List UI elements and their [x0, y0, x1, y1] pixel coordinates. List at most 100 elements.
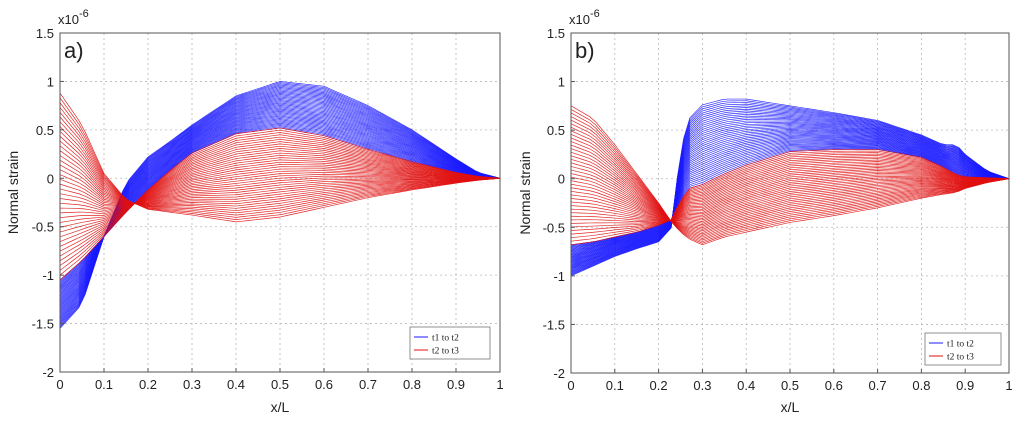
strain-curve: [570, 123, 1010, 238]
strain-curve: [570, 141, 1010, 252]
strain-curve: [570, 148, 1010, 246]
y-tick-label: 1: [558, 75, 565, 90]
y-tick-label: -1: [42, 268, 54, 283]
strain-curve: [59, 100, 501, 309]
y-tick-label: 1: [47, 74, 54, 89]
strain-curve: [59, 94, 501, 315]
strain-curve: [570, 159, 1010, 222]
strain-curve: [59, 106, 501, 303]
strain-curve: [59, 108, 501, 301]
strain-curve: [570, 119, 1010, 239]
strain-curve: [570, 141, 1010, 230]
x-axis-label: x/L: [781, 399, 800, 415]
strain-curve: [570, 158, 1010, 224]
strain-curve: [59, 84, 501, 325]
strain-curve: [570, 168, 1010, 221]
y-tick-label: -1.5: [543, 317, 565, 332]
strain-curve: [570, 173, 1010, 221]
x-tick-label: 1: [1005, 378, 1012, 393]
legend-box: [409, 326, 491, 360]
strain-curve: [59, 107, 501, 302]
strain-curve: [570, 126, 1010, 236]
strain-curve: [570, 113, 1010, 270]
strain-curve: [59, 95, 501, 314]
x-axis-label: x/L: [271, 399, 290, 415]
series-t2-to-t3-curves: [570, 105, 1010, 246]
x-tick-label: 0.3: [183, 377, 201, 392]
strain-curve: [570, 152, 1010, 238]
y-tick-label: -1: [553, 269, 565, 284]
strain-curve: [59, 120, 501, 288]
y-tick-label: 0: [558, 172, 565, 187]
strain-curve: [570, 171, 1010, 221]
x-tick-label: 0.1: [606, 378, 624, 393]
strain-curve: [59, 116, 501, 292]
y-tick-label: 1.5: [36, 26, 54, 41]
y-axis-label: Normal strain: [517, 151, 533, 234]
strain-curve: [59, 102, 501, 307]
strain-curve: [59, 97, 501, 312]
series-t2-to-t3-curves: [59, 92, 501, 281]
strain-curve: [570, 134, 1010, 233]
strain-curve: [570, 155, 1010, 224]
x-tick-label: 0.4: [737, 378, 755, 393]
strain-curve: [570, 130, 1010, 260]
strain-curve: [570, 108, 1010, 272]
strain-curve: [570, 107, 1010, 273]
strain-curve: [59, 82, 501, 328]
strain-curve: [570, 144, 1010, 229]
x-tick-label: 0.5: [271, 377, 289, 392]
y-exponent-base: x10: [58, 12, 79, 27]
strain-curve: [59, 112, 501, 297]
strain-curve: [570, 125, 1010, 263]
y-tick-label: 0: [47, 171, 54, 186]
strain-curve: [59, 91, 501, 318]
y-tick-label: 0.5: [36, 123, 54, 138]
strain-curve: [570, 112, 1010, 270]
strain-curve: [570, 149, 1010, 246]
panel-b-strain-chart: 0 0.1 0.2 0.3 0.4 0.5 0.6 0.7 0.8 0.9 1 1.5 1 0.5 0 -0.…: [517, 8, 1013, 415]
x-tick-label: 1: [496, 377, 503, 392]
strain-curve: [59, 92, 501, 223]
strain-curve: [59, 96, 501, 313]
x-tick-label: 0.7: [359, 377, 377, 392]
strain-curve: [570, 150, 1010, 242]
strain-curve: [570, 135, 1010, 256]
strain-curve: [570, 155, 1010, 231]
legend-entry-label: t1 to t2: [432, 334, 459, 344]
strain-curve: [570, 127, 1010, 262]
legend-entry-label: t2 to t3: [432, 347, 459, 357]
x-tick-label: 0.8: [403, 377, 421, 392]
x-tick-label: 0.2: [650, 378, 668, 393]
strain-curve: [570, 167, 1010, 221]
strain-curve: [59, 87, 501, 323]
strain-curve: [570, 102, 1010, 275]
strain-curve: [59, 92, 501, 317]
x-tick-label: 0: [567, 378, 574, 393]
strain-curve: [570, 139, 1010, 254]
strain-curve: [570, 112, 1010, 243]
strain-curve: [570, 116, 1010, 241]
strain-curve: [59, 85, 501, 324]
strain-curve: [59, 119, 501, 289]
strain-curve: [59, 122, 501, 286]
strain-curve: [570, 170, 1010, 221]
y-tick-label: -0.5: [543, 220, 565, 235]
y-tick-label: -2: [42, 365, 54, 380]
strain-curve: [570, 98, 1010, 277]
strain-curve: [570, 120, 1010, 266]
y-exponent-power: -6: [590, 8, 600, 20]
strain-curve: [570, 105, 1010, 246]
strain-curve: [570, 103, 1010, 274]
x-tick-label: 0.4: [227, 377, 245, 392]
x-tick-label: 0.3: [693, 378, 711, 393]
strain-curve: [59, 88, 501, 322]
y-exponent-power: -6: [79, 8, 89, 20]
strain-curve: [59, 113, 501, 296]
legend: t1 to t2 t2 to t3: [924, 332, 1002, 366]
y-tick-label: 0.5: [547, 123, 565, 138]
strain-curve: [59, 90, 501, 319]
strain-curve: [570, 166, 1010, 222]
strain-curve: [570, 176, 1010, 222]
strain-curve: [570, 123, 1010, 265]
